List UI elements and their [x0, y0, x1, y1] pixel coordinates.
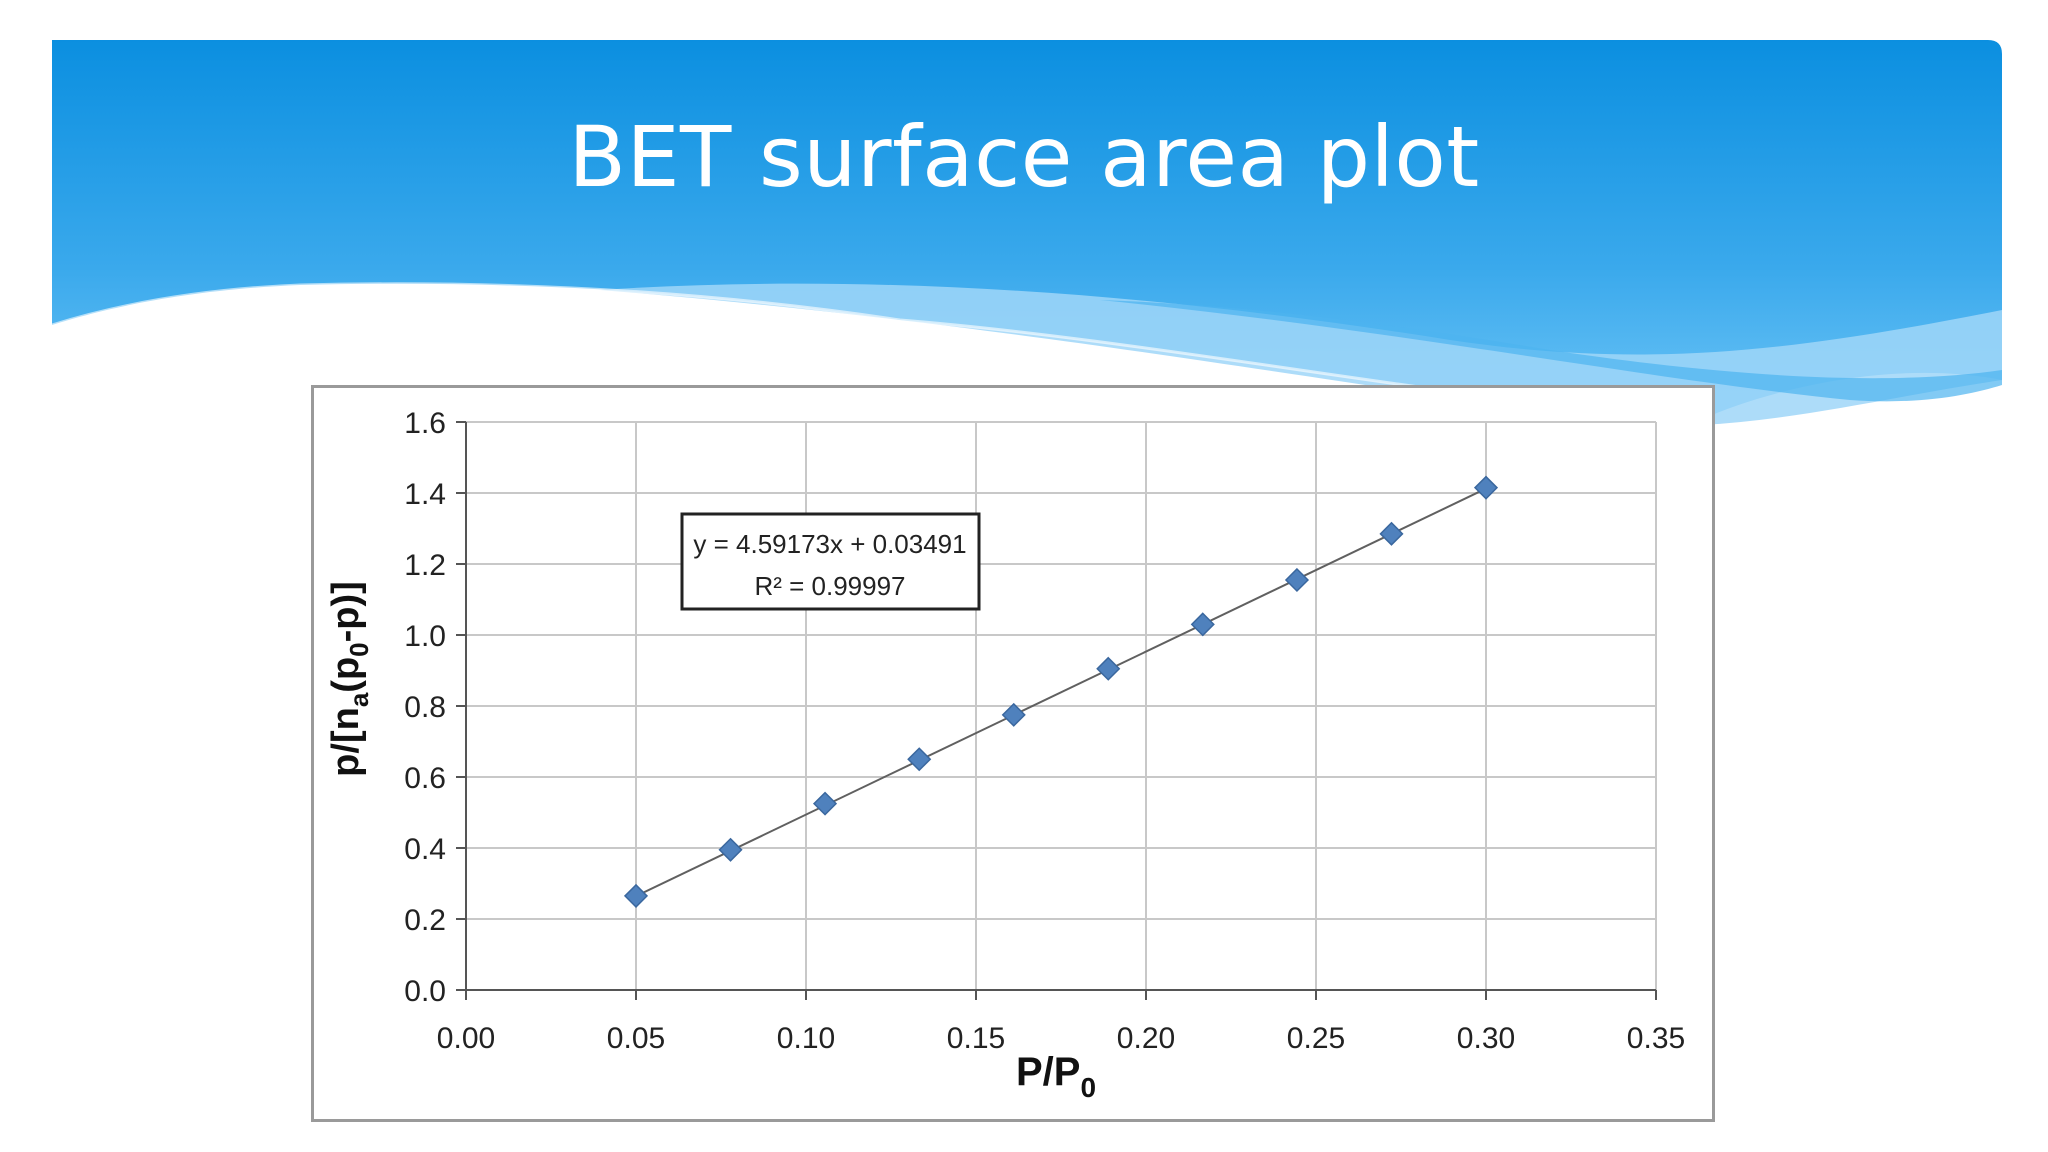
x-axis-label: P/P0	[1016, 1050, 1096, 1103]
y-axis-label-part2: (p	[325, 657, 367, 693]
y-axis-label-part1: p/[n	[325, 707, 367, 777]
y-tick-label: 0.6	[404, 762, 446, 795]
y-tick-label: 0.0	[404, 975, 446, 1008]
x-tick-label: 0.20	[1117, 1022, 1175, 1055]
x-tick-label: 0.15	[947, 1022, 1005, 1055]
x-tick-label: 0.05	[607, 1022, 665, 1055]
y-tick-label: 0.2	[404, 904, 446, 937]
x-axis-label-sub: 0	[1080, 1072, 1096, 1103]
header-band	[52, 40, 2002, 420]
data-point	[623, 883, 649, 908]
data-point	[718, 837, 743, 862]
data-point	[1473, 475, 1499, 500]
data-point	[812, 791, 838, 816]
x-tick-label: 0.00	[437, 1022, 495, 1055]
chart-frame: 0.0 0.2 0.4 0.6 0.8 1.0 1.2 1.4 1.6 0.00 0.05 0.10…	[311, 385, 1715, 1122]
x-tick-label: 0.30	[1457, 1022, 1515, 1055]
equation-box: y = 4.59173x + 0.03491 R² = 0.99997	[680, 512, 981, 611]
data-point	[907, 747, 932, 772]
y-axis-label: p/[na(p0-p)]	[325, 581, 374, 777]
y-axis-label-part3: -p)]	[325, 581, 367, 642]
x-axis-label-main: P/P	[1016, 1050, 1080, 1094]
x-tick-label: 0.10	[777, 1022, 835, 1055]
header-banner	[51, 40, 2002, 425]
y-tick-label: 1.6	[404, 407, 446, 440]
data-point	[1284, 567, 1310, 593]
bet-scatter-chart: 0.0 0.2 0.4 0.6 0.8 1.0 1.2 1.4 1.6 0.00 0.05 0.10…	[325, 407, 1685, 1103]
y-tick-labels: 0.0 0.2 0.4 0.6 0.8 1.0 1.2 1.4 1.6	[404, 407, 446, 1008]
y-tick-label: 1.0	[404, 620, 446, 653]
data-points	[623, 475, 1499, 908]
axes	[456, 421, 1657, 1000]
slide-title: BET surface area plot	[568, 108, 1480, 206]
y-axis-label-sub-0: 0	[344, 642, 374, 656]
y-tick-label: 1.2	[404, 549, 446, 582]
y-tick-label: 0.4	[404, 833, 446, 866]
x-tick-labels: 0.00 0.05 0.10 0.15 0.20 0.25 0.30 0.35	[437, 1022, 1685, 1055]
r-squared-label: R² = 0.99997	[754, 571, 905, 601]
data-point	[1379, 521, 1404, 546]
trendline	[635, 487, 1487, 898]
data-point	[1001, 702, 1026, 727]
grid-lines	[466, 421, 1657, 990]
x-tick-label: 0.25	[1287, 1022, 1345, 1055]
data-point	[1096, 656, 1121, 681]
header-wave-line	[51, 282, 1701, 422]
y-axis-label-sub-a: a	[344, 692, 374, 707]
header-wave-mid	[1100, 300, 2002, 402]
x-tick-label: 0.35	[1627, 1022, 1685, 1055]
y-tick-label: 0.8	[404, 691, 446, 724]
data-point	[1190, 612, 1215, 637]
trendline-equation: y = 4.59173x + 0.03491	[693, 529, 966, 559]
y-tick-label: 1.4	[404, 478, 446, 511]
